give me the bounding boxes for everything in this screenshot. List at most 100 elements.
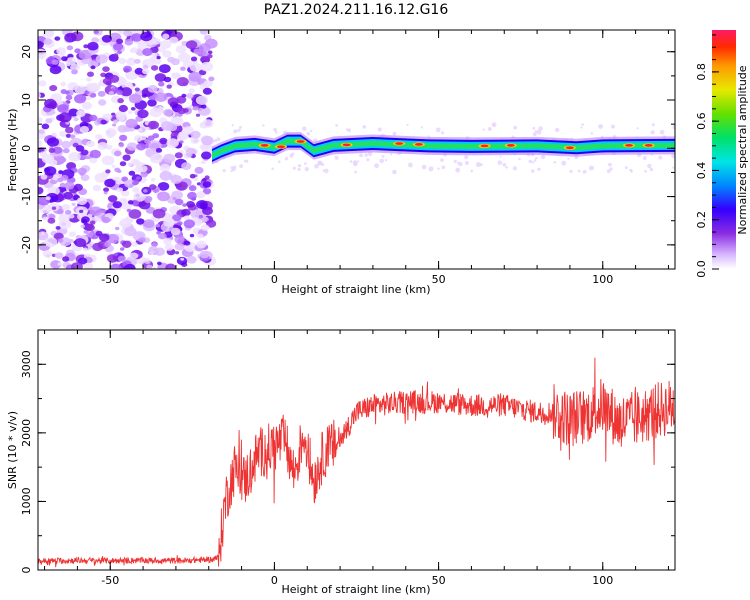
band-halo-dot (672, 125, 675, 130)
noise-blob (174, 236, 185, 244)
noise-blob (47, 217, 56, 224)
noise-blob (123, 263, 136, 269)
band-halo-dot (582, 169, 587, 174)
noise-blob (87, 71, 94, 77)
noise-blob (179, 140, 184, 144)
noise-blob (165, 263, 176, 269)
band-halo-dot (561, 160, 567, 166)
noise-blob (38, 93, 41, 98)
band-halo-dot (608, 162, 612, 167)
noise-blob (57, 262, 62, 266)
noise-blob (40, 174, 48, 180)
signal-hotspot-red (480, 144, 489, 148)
noise-blob (101, 155, 115, 166)
band-halo-dot (377, 127, 382, 132)
noise-blob (73, 183, 83, 191)
band-halo-dot (379, 158, 385, 164)
signal-hotspot-red (644, 144, 653, 147)
noise-blob (42, 216, 49, 221)
band-halo-dot (298, 164, 302, 168)
noise-blob (95, 134, 102, 140)
noise-blob (71, 202, 76, 206)
noise-blob (114, 252, 118, 256)
noise-blob (140, 31, 153, 42)
noise-blob (189, 233, 195, 238)
x-tick-label: 50 (432, 273, 446, 286)
band-halo-dot (532, 126, 536, 130)
noise-blob (140, 171, 148, 178)
noise-blob (148, 120, 160, 130)
noise-blob (127, 162, 133, 167)
band-halo-dot (518, 157, 521, 161)
noise-blob (192, 106, 199, 111)
band-halo-dot (491, 122, 497, 128)
noise-blob (182, 203, 187, 207)
noise-blob (59, 188, 65, 193)
noise-blob (118, 57, 127, 65)
band-halo-dot (540, 154, 546, 160)
y-tick-label: 0 (20, 567, 33, 574)
y-tick-label: 3000 (20, 350, 33, 378)
noise-blob (65, 95, 73, 101)
noise-blob (175, 251, 180, 255)
signal-hotspot-red (260, 144, 269, 147)
noise-blob (150, 177, 156, 182)
colorbar-tick-label: 0.8 (695, 63, 708, 81)
noise-blob (186, 152, 193, 158)
noise-blob (62, 256, 70, 262)
noise-blob (127, 200, 134, 205)
noise-blob (74, 238, 87, 248)
spectrogram-marks (38, 30, 675, 269)
band-halo-dot (535, 156, 538, 160)
noise-blob (175, 198, 184, 206)
noise-blob (118, 221, 125, 226)
y-tick-label: 0 (20, 145, 33, 152)
noise-blob (67, 82, 79, 91)
noise-blob (190, 56, 198, 62)
band-halo-dot (528, 159, 533, 164)
noise-blob (80, 149, 89, 156)
noise-blob (196, 191, 206, 199)
noise-blob (142, 48, 153, 57)
noise-blob (60, 81, 67, 87)
noise-blob (68, 108, 79, 117)
noise-blob (149, 56, 157, 62)
noise-blob (123, 65, 132, 73)
noise-blob (200, 55, 210, 64)
noise-blob (163, 76, 172, 83)
noise-blob (175, 116, 181, 121)
noise-blob (144, 257, 150, 262)
colorbar-tick-label: 0.2 (695, 211, 708, 229)
noise-blob (48, 148, 56, 153)
noise-blob (80, 224, 86, 228)
noise-blob (84, 90, 90, 95)
noise-blob (95, 54, 108, 64)
noise-blob (87, 246, 92, 250)
noise-blob (114, 167, 121, 173)
band-halo-dot (512, 166, 518, 171)
band-halo-dot (458, 162, 463, 167)
noise-blob (170, 227, 181, 236)
noise-blob (95, 230, 103, 237)
noise-blob (59, 130, 68, 137)
noise-blob (44, 237, 58, 248)
noise-blob (61, 140, 72, 149)
noise-blob (113, 42, 124, 51)
noise-blob (115, 180, 122, 185)
band-halo-dot (392, 131, 397, 136)
noise-blob (152, 38, 161, 45)
band-halo-dot (359, 153, 364, 158)
band-halo-dot (505, 166, 508, 169)
band-halo-dot (306, 132, 311, 136)
noise-blob (158, 64, 171, 74)
noise-blob (201, 216, 209, 223)
band-halo-dot (245, 159, 249, 163)
noise-blob (199, 250, 210, 259)
band-halo-dot (239, 125, 242, 129)
noise-blob (93, 30, 99, 35)
noise-blob (125, 118, 138, 129)
noise-blob (188, 185, 197, 192)
band-halo-dot (453, 159, 457, 163)
noise-blob (181, 93, 187, 98)
